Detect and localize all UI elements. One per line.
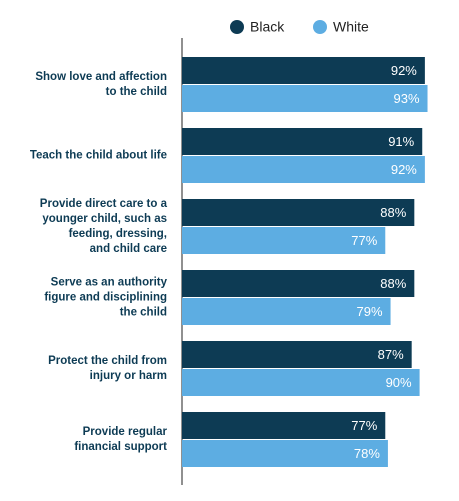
category-label-line: Provide direct care to a — [40, 198, 168, 210]
bar — [182, 440, 388, 467]
value-label: 92% — [391, 63, 417, 78]
bar — [182, 85, 428, 112]
category-label: Show love and affection to the child — [35, 71, 167, 98]
category-label-line: figure and disciplining — [44, 292, 167, 304]
legend-label: Black — [250, 19, 285, 35]
bar — [182, 270, 415, 297]
bar — [182, 227, 386, 254]
category-label-line: feeding, dressing, — [69, 228, 167, 240]
category-label: Provide direct care to a younger child, s… — [40, 198, 168, 255]
legend-swatch — [313, 20, 327, 34]
legend-swatch — [230, 20, 244, 34]
legend-label: White — [333, 19, 369, 35]
category-label-line: injury or harm — [90, 370, 167, 382]
category-label-line: the child — [120, 307, 167, 319]
value-label: 78% — [354, 446, 380, 461]
bar — [182, 341, 412, 368]
category-label-line: and child care — [90, 243, 167, 255]
category-label-line: Protect the child from — [48, 355, 167, 367]
value-label: 88% — [380, 276, 406, 291]
value-label: 77% — [351, 418, 377, 433]
value-label: 91% — [388, 134, 414, 149]
value-label: 88% — [380, 205, 406, 220]
bar — [182, 156, 425, 183]
category-label-line: Serve as an authority — [51, 277, 168, 289]
bar — [182, 412, 386, 439]
value-label: 87% — [378, 347, 404, 362]
value-label: 77% — [351, 233, 377, 248]
category-label: Provide regular financial support — [74, 426, 167, 453]
category-label-line: younger child, such as — [42, 213, 167, 225]
value-label: 79% — [357, 304, 383, 319]
value-label: 90% — [386, 375, 412, 390]
value-label: 93% — [393, 91, 419, 106]
category-label: Protect the child from injury or harm — [48, 355, 167, 382]
category-label-line: Show love and affection — [35, 71, 167, 83]
category-label-line: Teach the child about life — [30, 150, 167, 162]
bar — [182, 369, 420, 396]
value-label: 92% — [391, 162, 417, 177]
category-label-line: to the child — [106, 86, 167, 98]
bar — [182, 128, 423, 155]
category-label: Serve as an authority figure and discipli… — [44, 277, 167, 319]
category-label: Teach the child about life — [30, 150, 167, 162]
category-label-line: Provide regular — [83, 426, 168, 438]
category-label-line: financial support — [74, 441, 167, 453]
bar — [182, 199, 415, 226]
bar — [182, 298, 391, 325]
bar — [182, 57, 425, 84]
